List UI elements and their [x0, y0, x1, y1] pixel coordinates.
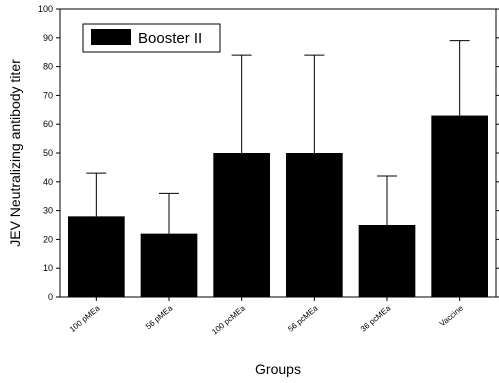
x-axis: 100 pMEa 56 pMEa 100 pcMEa 56 pcMEa 36 pcMEa… [68, 297, 465, 337]
legend-swatch [91, 29, 131, 45]
y-tick-label: 100 [38, 4, 53, 14]
x-tick-label: 36 pcMEa [359, 303, 393, 333]
bar [358, 225, 416, 297]
y-tick-label: 30 [43, 206, 53, 216]
bar [213, 153, 271, 297]
y-tick-label: 0 [48, 292, 53, 302]
y-tick-label: 80 [43, 62, 53, 72]
bars [67, 115, 489, 297]
y-tick-label: 50 [43, 148, 53, 158]
error-bars [86, 40, 470, 234]
x-tick-label: 56 pcMEa [286, 303, 320, 333]
y-tick-label: 90 [43, 33, 53, 43]
y-tick-label: 20 [43, 234, 53, 244]
legend: Booster II [82, 23, 221, 53]
bar [285, 153, 343, 297]
bar [431, 115, 489, 297]
y-tick-label: 60 [43, 119, 53, 129]
x-axis-title: Groups [255, 361, 301, 377]
y-axis-title: JEV Neutralizing antibody titer [7, 59, 23, 247]
y-tick-label: 40 [43, 177, 53, 187]
x-tick-label: Vaccine [438, 303, 466, 328]
y-tick-label: 70 [43, 90, 53, 100]
legend-label: Booster II [138, 30, 202, 47]
x-tick-label: 100 pcMEa [210, 303, 247, 336]
y-tick-label: 10 [43, 263, 53, 273]
bar [140, 233, 198, 297]
x-tick-label: 56 pMEa [144, 303, 175, 331]
x-tick-label: 100 pMEa [68, 303, 102, 334]
bar [67, 216, 125, 297]
